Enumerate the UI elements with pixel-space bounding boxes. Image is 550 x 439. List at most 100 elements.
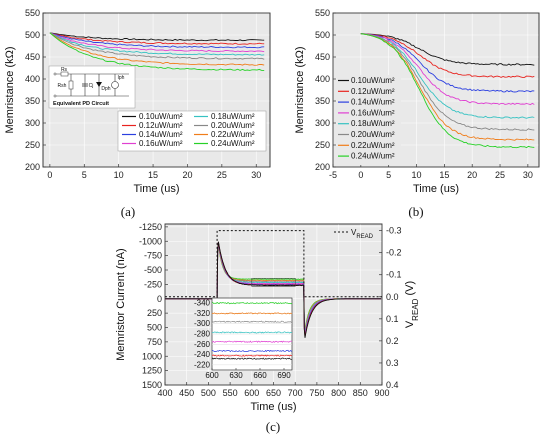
series-line-a: [49, 32, 265, 42]
series-line-b: [360, 33, 535, 93]
y-axis-label-c: Memristor Current (nA): [115, 248, 127, 360]
y2tick-label-c: -0.2: [386, 248, 402, 258]
circuit-title: Equivalent PD Circuit: [53, 101, 109, 107]
legend-label-a: 0.22uW/um²: [211, 130, 255, 139]
plot-frame-a: [42, 12, 271, 168]
x-axis-label-b: Time (us): [413, 183, 459, 195]
legend-label-b: 0.10uW/um²: [351, 76, 395, 85]
caption-b: (b): [408, 204, 423, 219]
legend-label-b: 0.12uW/um²: [351, 87, 395, 96]
y2-axis-label-unit-c: (V): [404, 281, 416, 299]
current-source: [111, 81, 119, 89]
xtick-label-c: 450: [179, 388, 194, 398]
legend-label-a: 0.16uW/um²: [139, 139, 183, 148]
caption-c: (c): [266, 419, 280, 434]
circuit-label: Rsh: [58, 83, 67, 89]
diode-symbol: [96, 82, 102, 87]
xtick-label-a: 5: [82, 170, 87, 180]
ytick-label-a: 500: [25, 30, 40, 40]
series-line-a: [49, 32, 265, 56]
series-line-b: [360, 33, 535, 149]
inset-trace-c: [211, 340, 293, 343]
ytick-label-a: 250: [25, 140, 40, 150]
xtick-label-a: 25: [217, 170, 227, 180]
terminal: [53, 72, 57, 76]
inset-ytick-label-c: -260: [194, 340, 211, 349]
xtick-label-b: 15: [439, 170, 449, 180]
series-line-b: [360, 33, 535, 78]
legend-label-b: 0.18uW/um²: [351, 119, 395, 128]
xtick-label-b: 10: [412, 170, 422, 180]
inset-ytick-label-c: -220: [194, 360, 211, 369]
ytick-label-c: 500: [147, 323, 162, 333]
ytick-label-a: 450: [25, 52, 40, 62]
ytick-label-a: 350: [25, 96, 40, 106]
panel-a: 200 250 300 350 400 450 500 550 0 5 10 15 20 25 30 Time…: [4, 8, 271, 219]
ytick-label-a: 300: [25, 118, 40, 128]
ytick-label-b: 450: [315, 52, 330, 62]
circuit-label: Rs: [61, 67, 68, 73]
inset-xtick-label-c: 630: [229, 371, 243, 380]
inset-trace-c: [211, 302, 293, 305]
legend-label-a: 0.20uW/um²: [211, 121, 255, 130]
xtick-label-c: 850: [353, 388, 368, 398]
legend-label-b: 0.20uW/um²: [351, 130, 395, 139]
panel-b: 200 250 300 350 400 450 500 550 -5 0 5 10 15 20 25 30 Ti…: [294, 8, 540, 219]
zoom-box-c: [251, 278, 296, 287]
y-axis-label-b: Memristance (kΩ): [294, 46, 306, 133]
y2-axis-label-sub-c: READ: [411, 298, 420, 320]
ytick-label-c: 1250: [142, 366, 162, 376]
xtick-label-a: 20: [182, 170, 192, 180]
ytick-label-b: 250: [315, 140, 330, 150]
inset-xtick-label-c: 600: [205, 371, 219, 380]
series-line-a: [49, 32, 265, 53]
ytick-label-b: 200: [315, 162, 330, 172]
legend-label-sub-c: READ: [356, 234, 373, 240]
legend-label-a: 0.10uW/um²: [139, 112, 183, 121]
vread-trace-c: [165, 230, 382, 298]
inset-xtick-label-c: 660: [253, 371, 267, 380]
ytick-label-c: -750: [144, 251, 162, 261]
ytick-label-a: 550: [25, 8, 40, 18]
xtick-label-a: 10: [114, 170, 124, 180]
legend-label-a: 0.24uW/um²: [211, 139, 255, 148]
ytick-label-b: 400: [315, 74, 330, 84]
ytick-label-b: 500: [315, 30, 330, 40]
legend-label-b: 0.22uW/um²: [351, 141, 395, 150]
inset-trace-c: [211, 312, 293, 315]
xtick-label-c: 400: [157, 388, 172, 398]
y2tick-label-c: -0.1: [386, 270, 402, 280]
inset-ytick-label-c: -320: [194, 309, 211, 318]
legend-b: [337, 75, 401, 165]
inset-trace-c: [212, 349, 293, 353]
circuit-label: Dph: [101, 86, 110, 92]
ytick-label-c: 750: [147, 337, 162, 347]
terminal: [53, 94, 57, 98]
y2tick-label-c: 0.1: [386, 314, 399, 324]
inset-trace-c: [211, 320, 293, 323]
xtick-label-b: 5: [386, 170, 391, 180]
circuit-label: Cj: [89, 83, 94, 89]
legend-label-a: 0.18uW/um²: [211, 112, 255, 121]
legend-label-b: 0.14uW/um²: [351, 98, 395, 107]
legend-label-a: 0.12uW/um²: [139, 121, 183, 130]
legend-label-a: 0.14uW/um²: [139, 130, 183, 139]
resistor-rs: [60, 71, 69, 77]
xtick-label-c: 550: [223, 388, 238, 398]
ytick-label-c: -1000: [139, 236, 162, 246]
y-axis-label-a: Memristance (kΩ): [4, 46, 16, 133]
inset-ytick-label-c: -300: [194, 319, 211, 328]
xtick-label-a: 0: [47, 170, 52, 180]
xtick-label-c: 900: [374, 388, 389, 398]
ytick-label-a: 400: [25, 74, 40, 84]
y2tick-label-c: 0.0: [386, 292, 399, 302]
xtick-label-b: 20: [467, 170, 477, 180]
ytick-label-c: -250: [144, 279, 162, 289]
xtick-label-c: 600: [244, 388, 259, 398]
current-trace-c: [165, 241, 382, 338]
y2tick-label-c: 0.3: [386, 358, 399, 368]
xtick-label-b: 25: [495, 170, 505, 180]
ytick-label-c: 250: [147, 308, 162, 318]
ytick-label-b: 300: [315, 118, 330, 128]
xtick-label-c: 700: [288, 388, 303, 398]
